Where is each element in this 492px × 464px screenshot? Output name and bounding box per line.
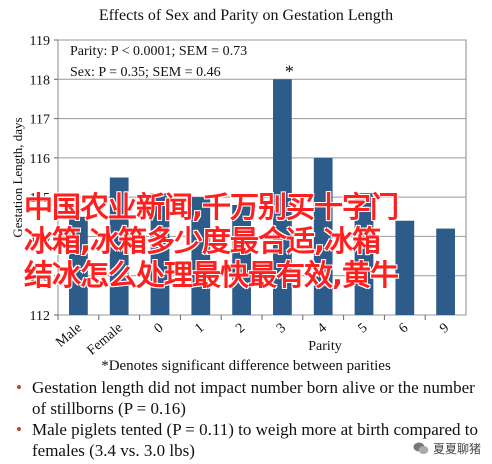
x-tick-label: 3 (274, 321, 289, 337)
bar-9 (436, 228, 455, 315)
x-tick-label: 9 (437, 321, 452, 337)
finding-text: Male piglets tented (P = 0.11) to weigh … (32, 420, 478, 460)
y-tick-label: 113 (30, 270, 50, 285)
bar-male (69, 216, 88, 315)
x-tick-label: Female (85, 321, 126, 359)
account-name: 夏夏聊猪 (432, 442, 481, 456)
x-axis-label: Parity (308, 339, 341, 354)
bullet-icon: • (16, 378, 22, 397)
overlay-watermark-text: 中国农业新闻,千万别买十字门 冰箱,冰箱多少度最合适,冰箱 结冰怎么处理最快最有… (24, 190, 484, 292)
x-tick-label: 1 (192, 321, 207, 337)
bar-0 (150, 193, 170, 315)
bar-6 (395, 220, 415, 315)
wechat-icon (413, 442, 429, 454)
bar-3 (273, 79, 292, 316)
chart-title: Effects of Sex and Parity on Gestation L… (99, 7, 393, 24)
finding-item: • Gestation length did not impact number … (16, 377, 486, 419)
overlay-line-2: 冰箱,冰箱多少度最合适,冰箱 (24, 224, 381, 258)
account-watermark: 夏夏聊猪 (409, 439, 484, 458)
bar-4 (313, 157, 333, 315)
y-tick-label: 119 (30, 34, 50, 49)
x-tick-label: 2 (233, 321, 248, 337)
x-tick-label: Male (53, 321, 85, 351)
y-tick-label: 117 (30, 113, 50, 128)
bar-5 (354, 193, 374, 315)
bar-2 (232, 205, 251, 315)
stats-annotation: Parity: P < 0.0001; SEM = 0.73 (70, 44, 247, 59)
finding-item: • Male piglets tented (P = 0.11) to weigh… (16, 419, 486, 461)
x-tick-label: 5 (356, 321, 371, 337)
x-tick-label: 6 (396, 321, 411, 337)
y-axis-label: Gestation Length, days (10, 117, 25, 237)
y-tick-label: 112 (30, 309, 50, 324)
x-tick-label: 4 (315, 321, 330, 337)
bullet-icon: • (16, 420, 22, 439)
y-tick-label: 114 (30, 230, 50, 245)
significance-asterisk: * (285, 61, 294, 81)
bar-female (109, 177, 129, 315)
significance-note: *Denotes significant difference between … (101, 358, 391, 374)
x-tick-label: 0 (152, 321, 167, 337)
overlay-line-1: 中国农业新闻,千万别买十字门 (24, 190, 399, 224)
y-tick-label: 116 (30, 152, 50, 167)
overlay-line-3: 结冰怎么处理最快最有效,黄牛 (24, 258, 399, 292)
findings-list: • Gestation length did not impact number … (16, 377, 486, 461)
y-tick-label: 118 (30, 73, 50, 88)
bar-1 (191, 197, 211, 315)
y-tick-label: 115 (30, 191, 50, 206)
stats-annotation: Sex: P = 0.35; SEM = 0.46 (70, 65, 221, 80)
finding-text: Gestation length did not impact number b… (32, 378, 475, 418)
